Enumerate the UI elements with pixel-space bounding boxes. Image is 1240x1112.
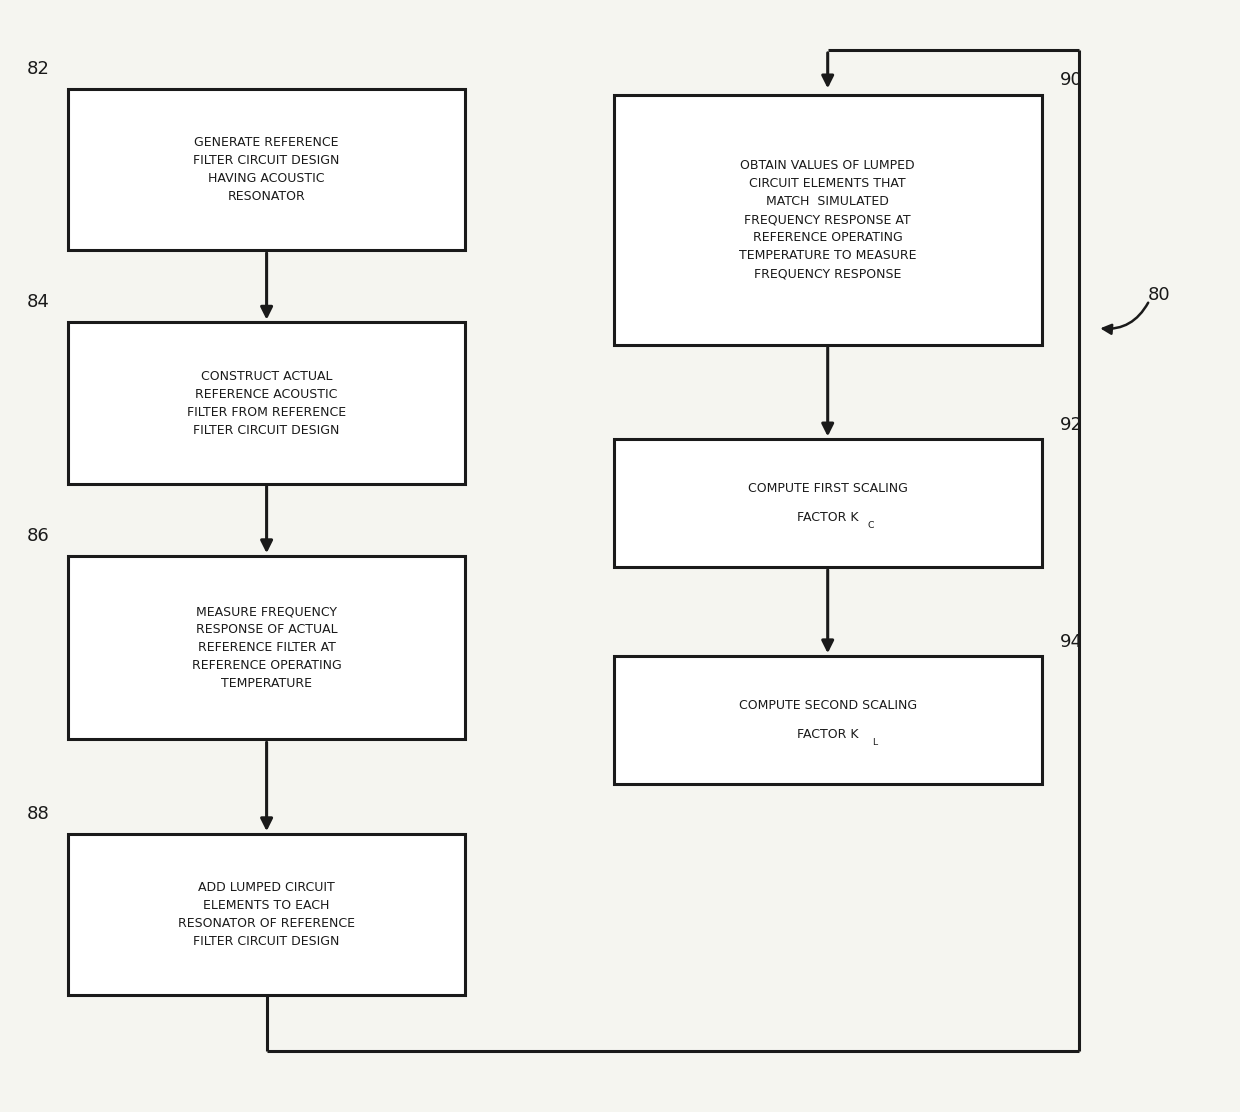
Text: COMPUTE FIRST SCALING: COMPUTE FIRST SCALING [748, 483, 908, 495]
Text: MEASURE FREQUENCY
RESPONSE OF ACTUAL
REFERENCE FILTER AT
REFERENCE OPERATING
TEM: MEASURE FREQUENCY RESPONSE OF ACTUAL REF… [192, 605, 341, 691]
Text: OBTAIN VALUES OF LUMPED
CIRCUIT ELEMENTS THAT
MATCH  SIMULATED
FREQUENCY RESPONS: OBTAIN VALUES OF LUMPED CIRCUIT ELEMENTS… [739, 159, 916, 280]
Text: C: C [868, 520, 874, 530]
FancyBboxPatch shape [68, 556, 465, 739]
Text: 90: 90 [1060, 71, 1083, 89]
Text: 88: 88 [27, 805, 50, 823]
Text: FACTOR K: FACTOR K [797, 512, 858, 524]
Text: 82: 82 [27, 60, 50, 78]
Text: FACTOR K: FACTOR K [797, 728, 858, 741]
FancyBboxPatch shape [68, 834, 465, 995]
FancyBboxPatch shape [68, 89, 465, 250]
FancyBboxPatch shape [614, 439, 1042, 567]
Text: 94: 94 [1060, 633, 1084, 651]
Text: COMPUTE SECOND SCALING: COMPUTE SECOND SCALING [739, 699, 916, 712]
FancyBboxPatch shape [614, 656, 1042, 784]
FancyBboxPatch shape [68, 322, 465, 484]
Text: GENERATE REFERENCE
FILTER CIRCUIT DESIGN
HAVING ACOUSTIC
RESONATOR: GENERATE REFERENCE FILTER CIRCUIT DESIGN… [193, 136, 340, 203]
Text: 92: 92 [1060, 416, 1084, 434]
Text: ADD LUMPED CIRCUIT
ELEMENTS TO EACH
RESONATOR OF REFERENCE
FILTER CIRCUIT DESIGN: ADD LUMPED CIRCUIT ELEMENTS TO EACH RESO… [179, 881, 355, 949]
Text: 86: 86 [27, 527, 50, 545]
Text: 84: 84 [27, 294, 50, 311]
FancyBboxPatch shape [614, 95, 1042, 345]
Text: 80: 80 [1148, 286, 1171, 304]
Text: CONSTRUCT ACTUAL
REFERENCE ACOUSTIC
FILTER FROM REFERENCE
FILTER CIRCUIT DESIGN: CONSTRUCT ACTUAL REFERENCE ACOUSTIC FILT… [187, 369, 346, 437]
Text: L: L [872, 737, 878, 747]
